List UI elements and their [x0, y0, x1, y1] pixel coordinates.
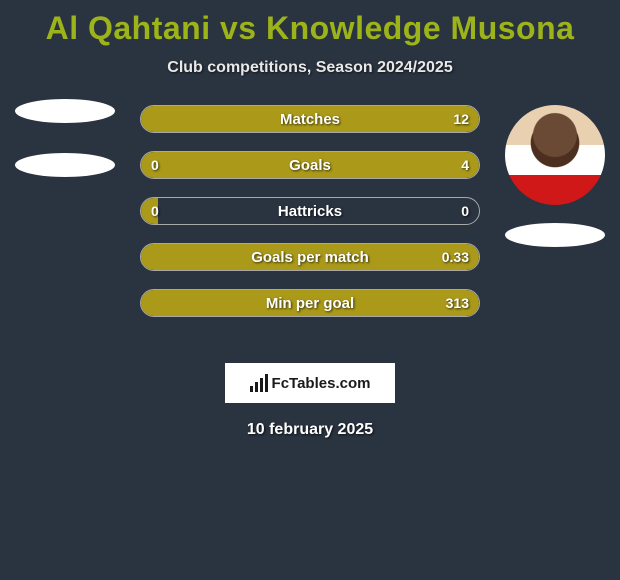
player-right-avatar	[505, 105, 605, 205]
stat-label: Hattricks	[141, 198, 479, 224]
bar-right-fill	[158, 152, 479, 178]
stat-row: 0.33Goals per match	[140, 243, 480, 271]
player-left-column	[10, 105, 120, 177]
stat-bars: 12Matches 04Goals 00Hattricks 0.33Goals per…	[140, 105, 480, 335]
stat-row: 313Min per goal	[140, 289, 480, 317]
fctables-logo: FcTables.com	[225, 363, 395, 403]
snapshot-date: 10 february 2025	[0, 421, 620, 439]
bar-right-fill	[141, 106, 479, 132]
logo-bars-icon	[250, 374, 268, 392]
stat-row: 12Matches	[140, 105, 480, 133]
stat-row: 04Goals	[140, 151, 480, 179]
page-title: Al Qahtani vs Knowledge Musona	[0, 0, 620, 47]
subtitle: Club competitions, Season 2024/2025	[0, 59, 620, 77]
bar-right-fill	[141, 290, 479, 316]
bar-right-fill	[141, 244, 479, 270]
comparison-chart: 12Matches 04Goals 00Hattricks 0.33Goals per…	[0, 105, 620, 345]
player-left-name-tag	[15, 99, 115, 123]
avatar-photo	[505, 105, 605, 205]
player-right-name-tag	[505, 223, 605, 247]
bar-left-fill	[141, 152, 158, 178]
logo-text: FcTables.com	[272, 375, 371, 392]
stat-row: 00Hattricks	[140, 197, 480, 225]
player-left-name-tag-2	[15, 153, 115, 177]
stat-value-right: 0	[461, 198, 469, 224]
player-right-column	[500, 105, 610, 247]
bar-left-fill	[141, 198, 158, 224]
